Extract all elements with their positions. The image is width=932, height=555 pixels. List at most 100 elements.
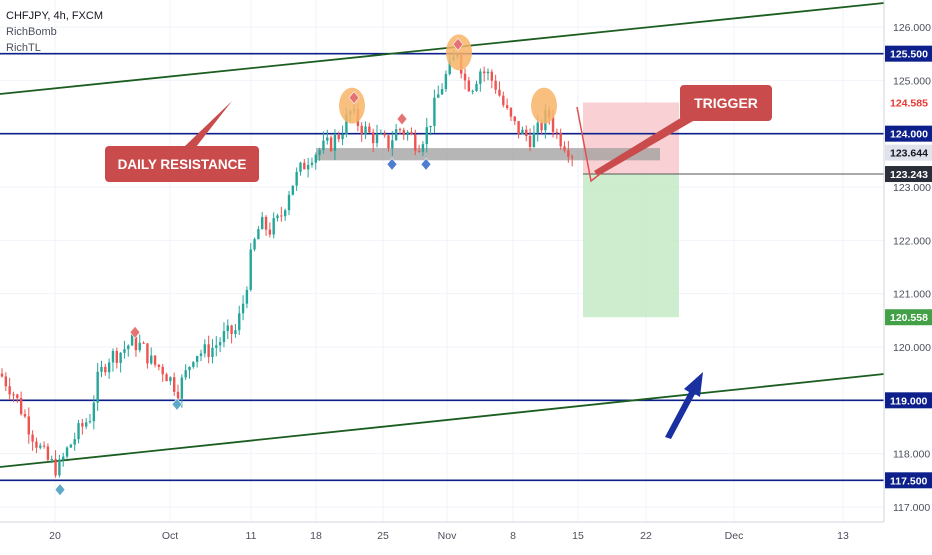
candle-body bbox=[528, 135, 532, 147]
candle-body bbox=[58, 459, 61, 476]
candle-body bbox=[414, 134, 417, 151]
candle-30 bbox=[115, 347, 118, 369]
daily-resistance-pointer bbox=[184, 101, 232, 147]
stop-loss-zone bbox=[583, 102, 679, 175]
candle-122 bbox=[467, 77, 471, 93]
candle-77 bbox=[295, 167, 298, 191]
candle-body bbox=[303, 162, 306, 170]
candle-body bbox=[42, 445, 46, 447]
candle-body bbox=[559, 132, 562, 147]
candle-69 bbox=[264, 215, 268, 236]
candle-2 bbox=[8, 377, 11, 401]
candle-31 bbox=[119, 351, 122, 373]
candle-103 bbox=[394, 123, 398, 141]
candle-body bbox=[341, 134, 344, 140]
candle-108 bbox=[414, 129, 417, 156]
candle-88 bbox=[337, 131, 340, 143]
price-label-current-3: 123.644 bbox=[885, 144, 932, 161]
candle-121 bbox=[463, 68, 467, 90]
candle-body bbox=[142, 342, 145, 344]
candle-body bbox=[230, 325, 233, 335]
price-label-text: 123.243 bbox=[890, 169, 928, 181]
candle-body bbox=[410, 132, 413, 135]
daily-resistance-label: DAILY RESISTANCE bbox=[118, 157, 247, 172]
candle-24 bbox=[92, 395, 96, 430]
candle-body bbox=[62, 456, 65, 460]
candle-body bbox=[329, 137, 333, 151]
candle-body bbox=[119, 352, 122, 363]
candle-70 bbox=[268, 222, 272, 238]
candle-102 bbox=[391, 130, 394, 157]
candle-body bbox=[39, 445, 42, 448]
candle-body bbox=[96, 371, 99, 403]
candle-body bbox=[35, 441, 38, 448]
candle-59 bbox=[226, 319, 229, 339]
candle-body bbox=[238, 313, 241, 331]
price-label-target-5: 120.558 bbox=[885, 309, 932, 326]
candle-5 bbox=[19, 391, 23, 416]
price-label-text: 124.585 bbox=[890, 97, 928, 109]
candle-138 bbox=[528, 128, 532, 152]
candle-body bbox=[318, 150, 321, 155]
candle-104 bbox=[398, 127, 402, 135]
candle-body bbox=[8, 386, 11, 395]
candle-body bbox=[253, 239, 256, 250]
candle-75 bbox=[287, 190, 291, 216]
candle-body bbox=[299, 162, 302, 172]
candle-body bbox=[199, 353, 203, 356]
price-label-level-6: 119.000 bbox=[885, 392, 932, 409]
candle-56 bbox=[215, 336, 218, 357]
candle-body bbox=[306, 164, 310, 170]
candle-body bbox=[429, 125, 432, 128]
candle-body bbox=[502, 95, 505, 106]
candle-body bbox=[475, 83, 478, 91]
candle-body bbox=[379, 133, 383, 135]
x-tick-label-7: 15 bbox=[572, 530, 584, 542]
candle-134 bbox=[513, 115, 516, 125]
y-tick-label-1: 118.000 bbox=[893, 449, 930, 461]
candle-41 bbox=[157, 364, 161, 371]
daily-resistance-zone bbox=[316, 148, 660, 161]
candle-body bbox=[383, 133, 386, 136]
candle-97 bbox=[371, 128, 375, 152]
candle-body bbox=[69, 444, 73, 448]
candle-50 bbox=[192, 361, 195, 369]
candle-body bbox=[433, 97, 436, 126]
candle-106 bbox=[406, 130, 409, 141]
candle-body bbox=[12, 394, 15, 396]
candle-body bbox=[46, 446, 50, 460]
candle-145 bbox=[555, 128, 559, 139]
candle-27 bbox=[104, 363, 107, 376]
candle-body bbox=[463, 73, 467, 81]
candle-body bbox=[287, 194, 291, 211]
candle-body bbox=[218, 342, 222, 346]
candle-body bbox=[421, 144, 425, 152]
candle-body bbox=[73, 439, 76, 445]
candle-113 bbox=[433, 89, 436, 134]
price-label-entry-4: 123.243 bbox=[885, 166, 932, 183]
candle-body bbox=[77, 423, 80, 440]
candle-body bbox=[226, 325, 229, 332]
candle-body bbox=[245, 289, 249, 304]
candle-55 bbox=[211, 339, 214, 364]
candle-86 bbox=[329, 135, 333, 153]
candle-81 bbox=[310, 157, 314, 168]
candle-124 bbox=[475, 80, 478, 92]
candle-57 bbox=[218, 337, 222, 353]
price-label-level-2: 124.000 bbox=[885, 125, 932, 142]
candle-body bbox=[563, 146, 566, 151]
candle-11 bbox=[42, 441, 46, 449]
x-tick-label-1: Oct bbox=[162, 530, 178, 542]
drop-arrow bbox=[576, 106, 601, 183]
candle-109 bbox=[417, 144, 421, 153]
buy-signal-diamond-2 bbox=[386, 157, 398, 171]
candle-body bbox=[276, 215, 279, 219]
candle-136 bbox=[521, 126, 524, 135]
price-label-text: 120.558 bbox=[890, 312, 928, 324]
candle-60 bbox=[230, 324, 233, 344]
candle-107 bbox=[410, 127, 413, 136]
candle-body bbox=[264, 216, 268, 230]
price-label-box bbox=[885, 166, 932, 183]
candle-98 bbox=[375, 124, 379, 148]
candle-4 bbox=[16, 393, 19, 403]
